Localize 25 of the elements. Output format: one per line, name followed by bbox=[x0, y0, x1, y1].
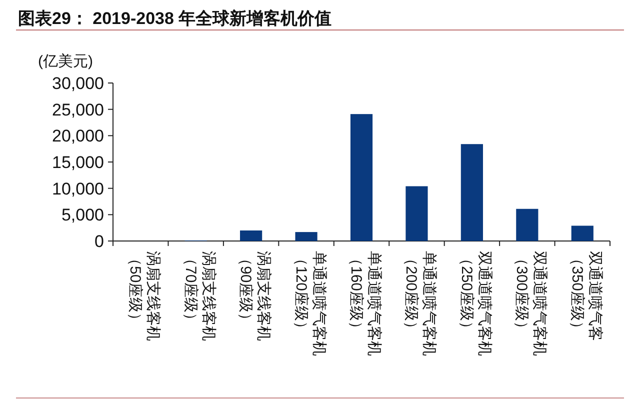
x-tick-label: 双通道喷气客机（300座级） bbox=[513, 251, 548, 356]
bar bbox=[350, 114, 373, 241]
bar bbox=[406, 186, 428, 241]
y-tick-label: 5,000 bbox=[61, 206, 104, 225]
bar bbox=[460, 144, 483, 241]
bar bbox=[571, 226, 594, 241]
x-tick-label: 单通道喷气客机（200座级） bbox=[402, 251, 438, 356]
x-tick-label: 双通道喷气客机（250座级） bbox=[458, 251, 493, 356]
x-tick-label: 单通道喷气客机（120座级） bbox=[292, 251, 328, 356]
x-tick-label: 涡扇支线客机（90座级） bbox=[237, 251, 272, 341]
y-tick-label: 10,000 bbox=[52, 179, 104, 198]
x-tick-label: 双通道喷气客（350座级） bbox=[568, 251, 604, 341]
bar bbox=[516, 208, 538, 241]
y-axis-title: (亿美元) bbox=[38, 53, 93, 70]
x-tick-label: 单通道喷气客机（160座级） bbox=[348, 251, 382, 356]
y-tick-label: 0 bbox=[94, 232, 104, 251]
x-tick-label: 涡扇支线客机（70座级） bbox=[182, 251, 217, 341]
y-tick-label: 25,000 bbox=[52, 100, 104, 120]
x-tick-label: 涡扇支线客机（50座级） bbox=[126, 251, 162, 341]
y-tick-label: 20,000 bbox=[52, 126, 104, 146]
chart-title: 图表29： 2019-2038 年全球新增客机价值 bbox=[18, 9, 332, 28]
y-tick-label: 15,000 bbox=[52, 153, 104, 172]
bar bbox=[295, 232, 318, 241]
y-tick-label: 30,000 bbox=[52, 74, 104, 93]
bar bbox=[240, 230, 262, 241]
